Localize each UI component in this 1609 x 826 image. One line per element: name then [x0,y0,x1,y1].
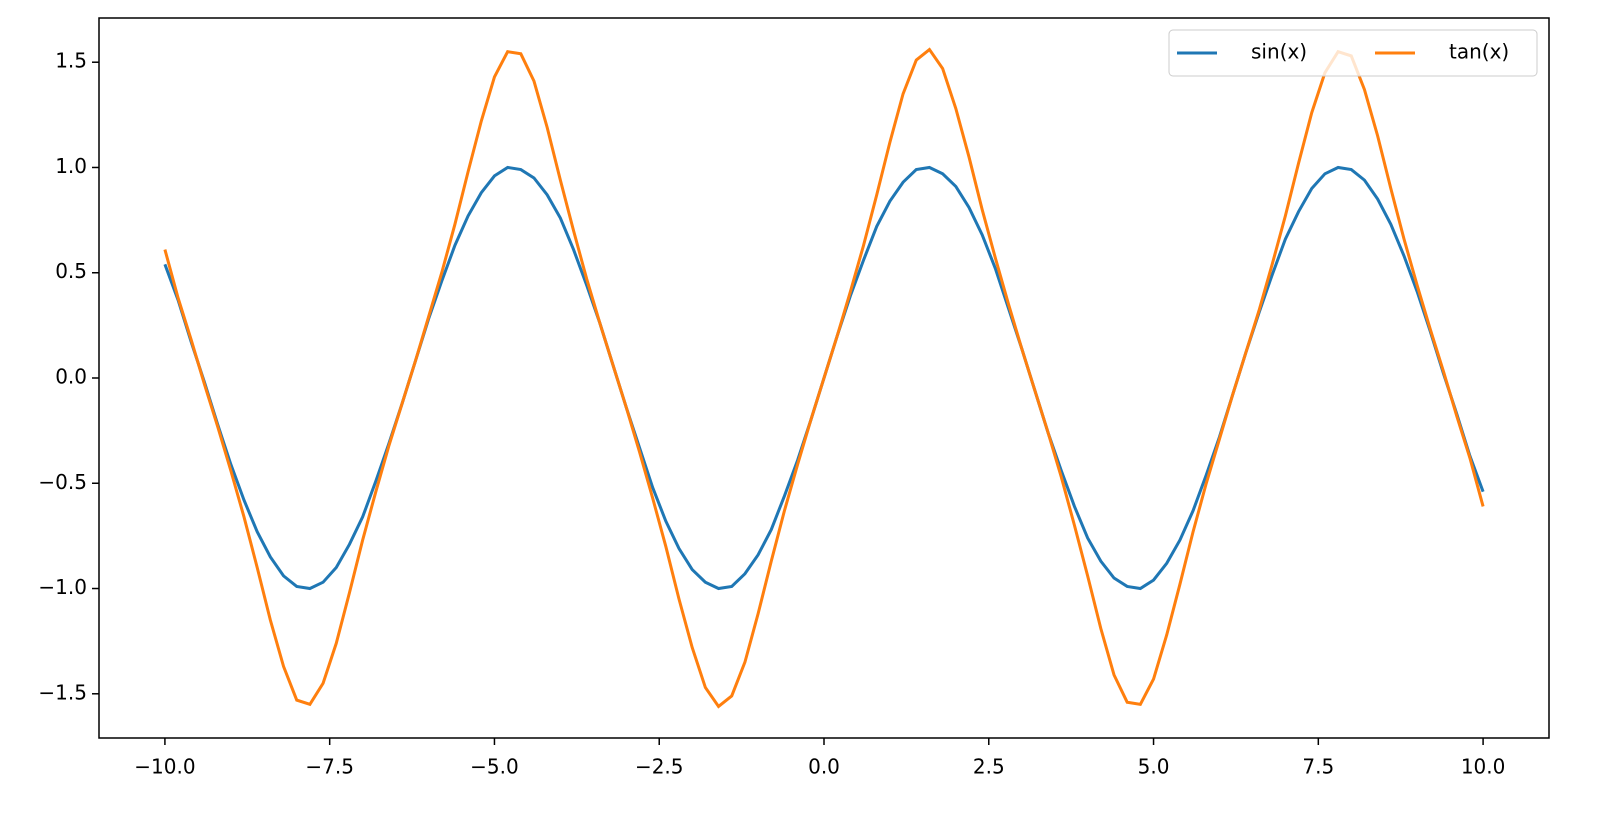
x-tick-label: 7.5 [1302,755,1334,779]
x-tick-label: −2.5 [635,755,684,779]
y-tick-label: 1.0 [55,154,87,178]
legend-box [1168,29,1538,77]
y-tick-label: −1.5 [38,680,87,704]
plot-frame [98,17,1550,739]
y-tick-label: −1.0 [38,575,87,599]
line [163,47,1485,709]
x-tick-label: −7.5 [305,755,354,779]
legend-label: sin(x) [1251,40,1307,64]
y-tick-label: 1.5 [55,49,87,73]
x-tick-label: −10.0 [134,755,195,779]
x-tick-label: 0.0 [808,755,840,779]
y-tick-label: 0.5 [55,259,87,283]
legend-label: tan(x) [1449,40,1509,64]
x-tick-label: 2.5 [973,755,1005,779]
y-tick-label: 0.0 [55,365,87,389]
x-tick-label: −5.0 [470,755,519,779]
y-tick-label: −0.5 [38,470,87,494]
x-tick-label: 5.0 [1138,755,1170,779]
x-tick-label: 10.0 [1461,755,1506,779]
